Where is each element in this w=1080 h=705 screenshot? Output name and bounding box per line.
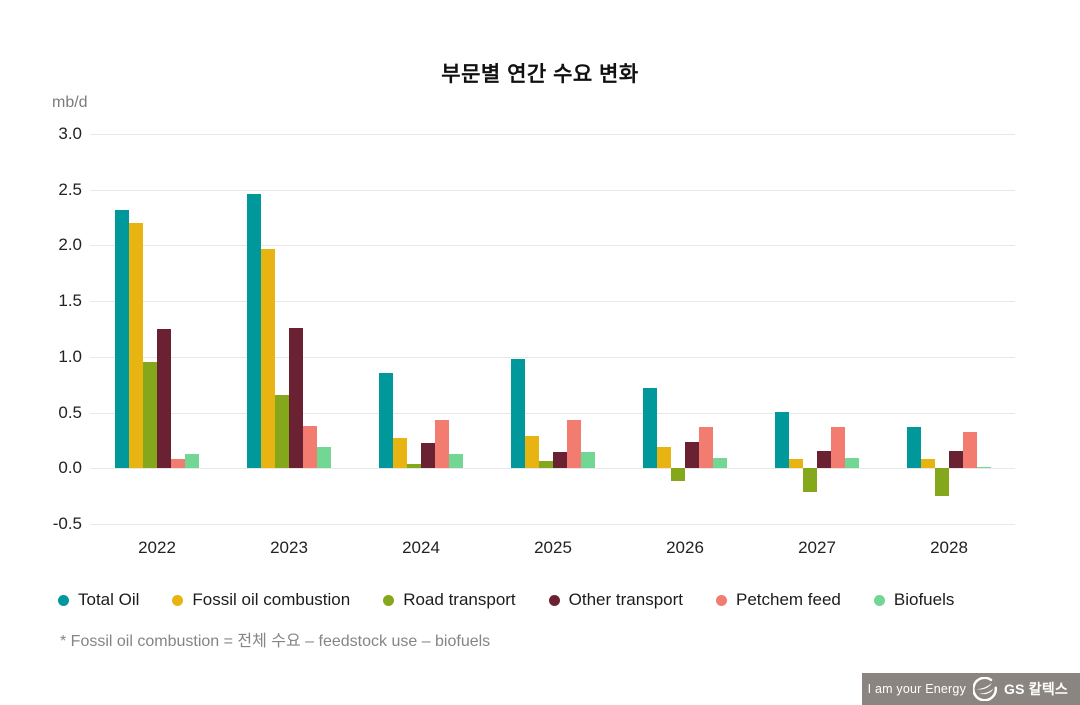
bar-total-oil-2028 xyxy=(907,427,921,469)
bar-other-transport-2027 xyxy=(817,450,831,469)
legend-label: Fossil oil combustion xyxy=(192,590,351,609)
x-axis-label-2027: 2027 xyxy=(798,538,836,557)
legend-item-petchem-feed: Petchem feed xyxy=(715,590,841,610)
bar-petchem-feed-2027 xyxy=(831,427,845,469)
bar-other-transport-2026 xyxy=(685,441,699,469)
y-tick-label: 2.5 xyxy=(58,179,82,199)
bar-total-oil-2025 xyxy=(511,359,525,469)
bar-other-transport-2025 xyxy=(553,451,567,469)
y-tick-label: 1.5 xyxy=(58,291,82,311)
bar-total-oil-2026 xyxy=(643,388,657,469)
bar-petchem-feed-2023 xyxy=(303,426,317,469)
bar-fossil-oil-combustion-2028 xyxy=(921,459,935,469)
x-axis-label-2024: 2024 xyxy=(402,538,440,557)
bar-fossil-oil-combustion-2027 xyxy=(789,459,803,469)
gridline-y-2.5 xyxy=(90,189,1015,191)
y-axis-unit-label: mb/d xyxy=(52,94,88,111)
bar-other-transport-2024 xyxy=(421,442,435,469)
bar-fossil-oil-combustion-2024 xyxy=(393,438,407,469)
y-tick-label: -0.5 xyxy=(52,514,82,533)
bar-petchem-feed-2026 xyxy=(699,427,713,469)
gridline-y-0.5 xyxy=(90,412,1015,414)
legend-label: Road transport xyxy=(403,590,516,609)
gridline-y--0.5 xyxy=(90,524,1015,525)
bar-biofuels-2026 xyxy=(713,458,727,469)
chart-legend: Total Oil Fossil oil combustion Road trans… xyxy=(58,590,1048,610)
bar-biofuels-2024 xyxy=(449,453,463,469)
y-tick-label: 2.0 xyxy=(58,235,82,255)
chart-title: 부문별 연간 수요 변화 xyxy=(441,63,639,86)
bar-total-oil-2027 xyxy=(775,411,789,469)
bar-biofuels-2025 xyxy=(581,451,595,469)
x-axis-label-2022: 2022 xyxy=(138,538,176,557)
bar-fossil-oil-combustion-2026 xyxy=(657,447,671,469)
bar-fossil-oil-combustion-2023 xyxy=(261,248,275,469)
bar-petchem-feed-2024 xyxy=(435,420,449,469)
legend-item-other-transport: Other transport xyxy=(548,590,683,610)
bar-total-oil-2024 xyxy=(379,372,393,469)
gridline-y-2.0 xyxy=(90,245,1015,247)
legend-item-biofuels: Biofuels xyxy=(873,590,955,610)
bar-biofuels-2023 xyxy=(317,447,331,469)
legend-dot-icon xyxy=(58,594,69,606)
chart-footnote: * Fossil oil combustion = 전체 수요 – feedst… xyxy=(60,633,491,650)
bar-fossil-oil-combustion-2022 xyxy=(129,223,143,469)
legend-label: Total Oil xyxy=(78,590,140,609)
x-axis-label-2025: 2025 xyxy=(534,538,572,557)
bar-petchem-feed-2025 xyxy=(567,420,581,469)
bar-petchem-feed-2028 xyxy=(963,431,977,469)
bar-biofuels-2028 xyxy=(977,467,991,469)
x-axis-label-2028: 2028 xyxy=(930,538,968,557)
x-axis-label-2026: 2026 xyxy=(666,538,704,557)
x-axis-label-2023: 2023 xyxy=(270,538,308,557)
footer-slogan: I am your Energy xyxy=(867,682,967,696)
bar-road-transport-2024 xyxy=(407,463,421,469)
bar-biofuels-2022 xyxy=(185,453,199,469)
legend-dot-icon xyxy=(548,594,560,606)
bar-other-transport-2028 xyxy=(949,450,963,469)
legend-label: Other transport xyxy=(568,590,683,609)
footer-brand-bar: I am your Energy GS 칼텍스 xyxy=(862,673,1080,705)
gs-caltex-logo-icon xyxy=(973,677,997,701)
bar-total-oil-2022 xyxy=(115,209,129,469)
gridline-y-0.0 xyxy=(90,468,1015,470)
bar-road-transport-2022 xyxy=(143,362,157,469)
bar-road-transport-2028 xyxy=(935,468,949,497)
bar-road-transport-2027 xyxy=(803,468,817,492)
bar-road-transport-2025 xyxy=(539,460,553,469)
legend-label: Biofuels xyxy=(893,590,955,609)
y-tick-label: 0.0 xyxy=(58,458,82,478)
legend-dot-icon xyxy=(383,594,395,606)
y-tick-label: 0.5 xyxy=(58,402,82,422)
bar-other-transport-2023 xyxy=(289,327,303,469)
bar-biofuels-2027 xyxy=(845,458,859,469)
bar-total-oil-2023 xyxy=(247,194,261,469)
bar-petchem-feed-2022 xyxy=(171,459,185,469)
bar-fossil-oil-combustion-2025 xyxy=(525,436,539,469)
legend-dot-icon xyxy=(873,594,885,606)
gridline-y-1.0 xyxy=(90,356,1015,358)
footer-brand-text: GS 칼텍스 xyxy=(1004,681,1068,697)
bar-other-transport-2022 xyxy=(157,329,171,469)
bar-road-transport-2026 xyxy=(671,468,685,481)
legend-item-total-oil: Total Oil xyxy=(58,590,139,610)
legend-dot-icon xyxy=(715,594,727,606)
bar-road-transport-2023 xyxy=(275,394,289,469)
y-tick-label: 3.0 xyxy=(58,124,82,143)
legend-dot-icon xyxy=(172,594,184,606)
gridline-y-3.0 xyxy=(90,134,1015,135)
legend-item-fossil-oil-combustion: Fossil oil combustion xyxy=(172,590,350,610)
y-tick-label: 1.0 xyxy=(58,346,82,366)
legend-item-road-transport: Road transport xyxy=(383,590,516,610)
gridline-y-1.5 xyxy=(90,301,1015,303)
legend-label: Petchem feed xyxy=(735,590,841,609)
